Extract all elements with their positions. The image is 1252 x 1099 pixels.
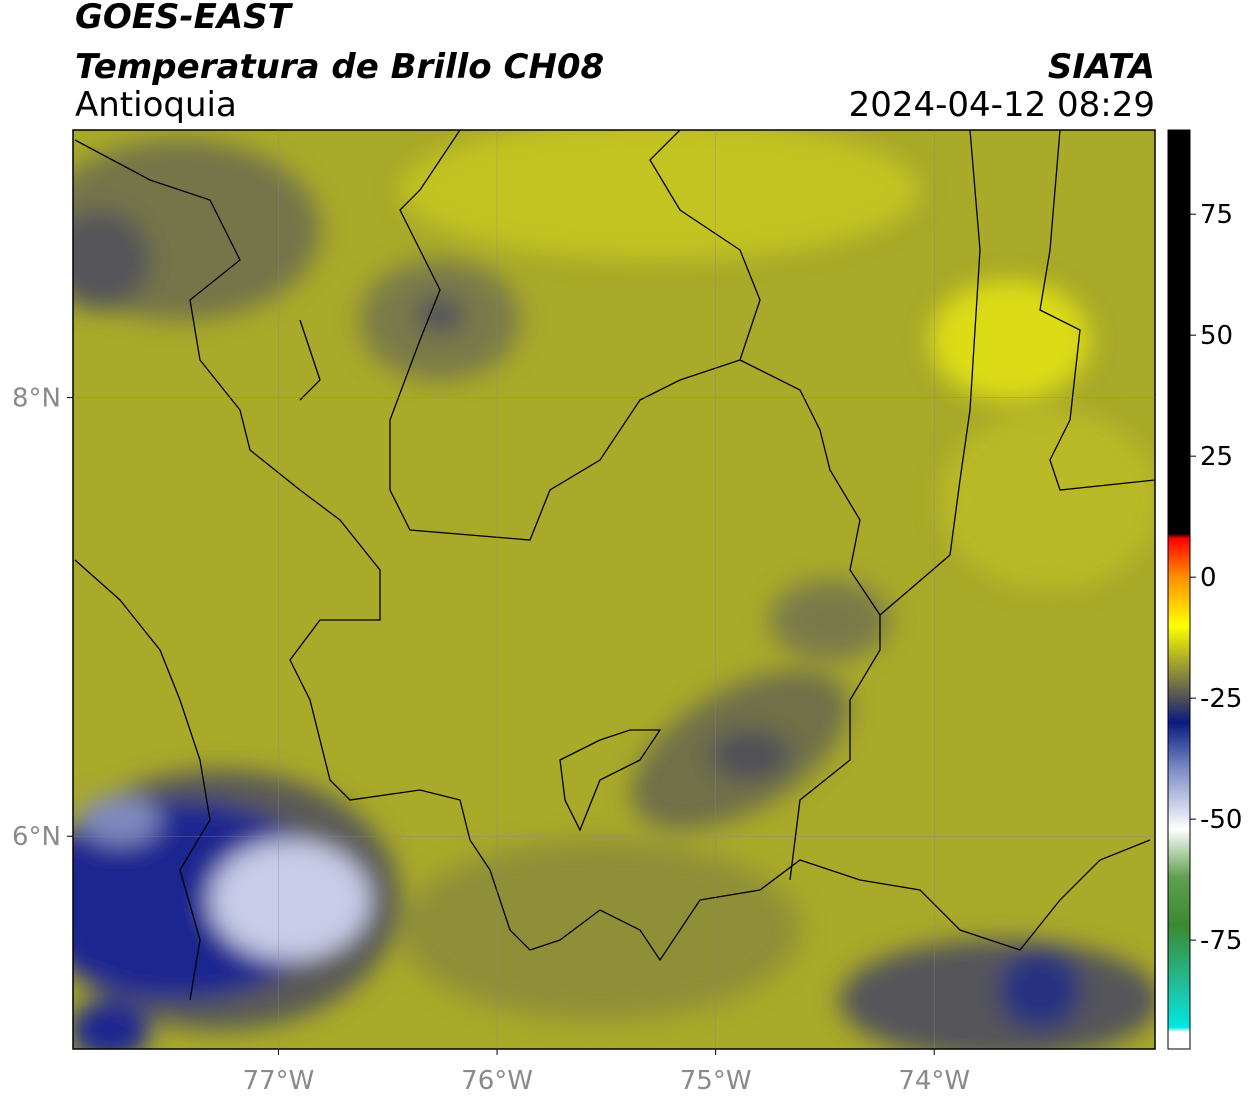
colorbar-tick-label: 25 [1200, 442, 1233, 472]
y-tick-label: 6°N [12, 822, 61, 852]
region: Antioquia [75, 85, 237, 125]
subtitle: Temperatura de Brillo CH08 [75, 47, 604, 87]
x-tick-label: 74°W [898, 1066, 970, 1096]
x-tick-label: 77°W [243, 1066, 315, 1096]
x-tick-label: 75°W [680, 1066, 752, 1096]
source: SIATA [1048, 47, 1155, 87]
x-tick-label: 76°W [461, 1066, 533, 1096]
colorbar-tick-label: 0 [1200, 563, 1217, 593]
colorbar-tick-label: -25 [1200, 684, 1242, 714]
title: GOES-EAST [75, 0, 294, 37]
map-frame [72, 129, 1156, 1050]
colorbar [1167, 129, 1191, 1050]
borders [74, 130, 1155, 1001]
field-patches [73, 130, 1155, 1049]
colorbar-tick-label: 50 [1200, 321, 1233, 351]
colorbar-tick-label: -75 [1200, 926, 1242, 956]
datetime: 2024-04-12 08:29 [849, 85, 1155, 125]
y-tick-label: 8°N [12, 384, 61, 414]
colorbar-tick-label: 75 [1200, 200, 1233, 230]
colorbar-tick-label: -50 [1200, 805, 1242, 835]
map-field [73, 130, 1155, 1049]
